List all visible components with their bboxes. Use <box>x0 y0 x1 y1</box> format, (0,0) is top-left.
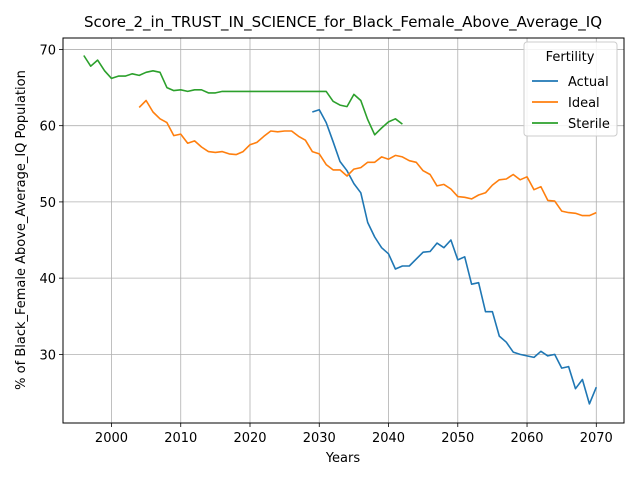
x-tick-label: 2050 <box>441 431 474 446</box>
chart-title: Score_2_in_TRUST_IN_SCIENCE_for_Black_Fe… <box>84 13 602 32</box>
series-line-ideal <box>138 99 597 217</box>
y-tick-label: 40 <box>39 272 56 287</box>
x-axis-ticks: 2000 2010 2020 2030 2040 2050 2060 2070 <box>95 423 613 446</box>
series-lines <box>83 55 598 405</box>
plot-frame <box>62 37 625 424</box>
legend-label-sterile: Sterile <box>568 117 610 132</box>
series-line-sterile <box>83 55 403 136</box>
x-tick-label: 2060 <box>510 431 543 446</box>
y-axis-ticks: 30 40 50 60 70 <box>39 43 63 363</box>
y-tick-label: 50 <box>39 196 56 211</box>
y-tick-label: 60 <box>39 120 56 135</box>
y-axis-label: % of Black_Female Above_Average_IQ Popul… <box>14 70 29 390</box>
y-tick-label: 30 <box>39 348 56 363</box>
x-axis-label: Years <box>325 451 361 466</box>
legend-label-actual: Actual <box>568 75 609 90</box>
x-tick-label: 2040 <box>372 431 405 446</box>
series-line-actual <box>312 108 598 405</box>
legend-box <box>523 41 618 137</box>
x-tick-label: 2020 <box>233 431 266 446</box>
legend-title: Fertility <box>546 50 595 65</box>
legend-entries: Actual Ideal Sterile <box>532 75 610 132</box>
y-tick-label: 70 <box>39 43 56 58</box>
legend: Fertility Actual Ideal Sterile <box>523 41 618 137</box>
x-tick-label: 2030 <box>303 431 336 446</box>
x-tick-label: 2070 <box>580 431 613 446</box>
legend-label-ideal: Ideal <box>568 96 600 111</box>
x-tick-label: 2000 <box>95 431 128 446</box>
x-tick-label: 2010 <box>164 431 197 446</box>
